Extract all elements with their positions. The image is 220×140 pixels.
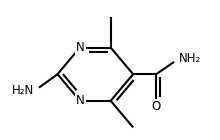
Text: N: N <box>75 94 84 107</box>
Text: NH₂: NH₂ <box>179 52 201 65</box>
Text: H₂N: H₂N <box>12 85 34 97</box>
Text: N: N <box>75 41 84 54</box>
Text: O: O <box>152 100 161 113</box>
